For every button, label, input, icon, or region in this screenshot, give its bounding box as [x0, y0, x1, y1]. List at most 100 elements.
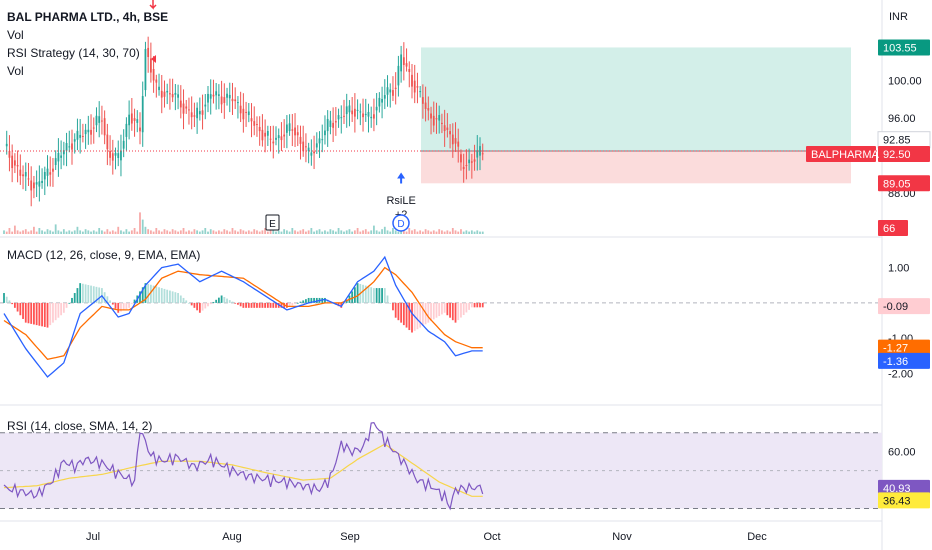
candle-body [201, 110, 204, 115]
macd-histogram-bar [117, 302, 120, 313]
candle-body [114, 152, 117, 156]
macd-histogram-bar [24, 302, 27, 323]
macd-histogram-bar [370, 287, 373, 303]
candle-body [348, 105, 351, 113]
volume-bar [30, 230, 33, 234]
macd-histogram-bar [217, 297, 220, 303]
macd-histogram-bar [8, 300, 11, 303]
volume-bar [22, 230, 24, 234]
candle-body [340, 117, 343, 119]
macd-histogram-bar [479, 302, 481, 308]
macd-histogram-bar [296, 302, 299, 304]
macd-histogram-bar [46, 302, 49, 328]
candle-body [8, 150, 11, 158]
macd-histogram-bar [441, 302, 443, 315]
macd-hist-badge: -0.09 [883, 301, 908, 313]
candle-body [111, 153, 114, 161]
candle-body [275, 137, 277, 140]
time-tick: Aug [222, 531, 242, 543]
sell-arrow-icon [149, 0, 157, 10]
macd-histogram-bar [38, 302, 41, 326]
candle-body [62, 150, 65, 155]
volume-bar [46, 229, 49, 234]
candle-body [122, 140, 125, 149]
volume-bar [356, 228, 359, 234]
volume-bar [179, 230, 182, 234]
macd-histogram-bar [364, 285, 367, 303]
candle-body [73, 139, 76, 142]
volume-bar [245, 231, 247, 234]
volume-bar [326, 231, 329, 234]
macd-histogram-bar [400, 302, 403, 323]
candle-body [296, 132, 299, 136]
candle-body [332, 122, 335, 128]
exit-marker-icon [151, 55, 156, 63]
macd-histogram-bar [305, 299, 307, 303]
volume-bar [171, 229, 174, 234]
volume-bar [81, 231, 84, 234]
volume-bar [424, 229, 427, 234]
candle-body [179, 100, 182, 108]
volume-bar [106, 229, 109, 234]
volume-bar [310, 228, 313, 234]
macd-histogram-bar [193, 302, 196, 308]
candle-body [364, 113, 367, 116]
candle-body [481, 153, 484, 155]
macd-histogram-bar [392, 302, 394, 311]
macd-histogram-bar [128, 302, 131, 308]
volume-bar [277, 230, 280, 234]
macd-histogram-bar [421, 302, 424, 326]
volume-bar [3, 230, 5, 234]
candle-body [141, 96, 144, 133]
volume-bar [441, 230, 443, 234]
macd-histogram-bar [182, 297, 185, 303]
macd-histogram-bar [383, 288, 386, 303]
macd-histogram-bar [457, 302, 460, 321]
macd-histogram-bar [242, 302, 245, 308]
volume-bar [307, 230, 310, 234]
candle-body [277, 135, 280, 139]
time-tick: Jul [86, 531, 100, 543]
volume-bar [73, 230, 76, 234]
macd-histogram-bar [275, 302, 277, 308]
volume-bar [60, 231, 63, 234]
candle-body [133, 118, 136, 121]
macd-histogram-bar [41, 302, 43, 327]
macd-histogram-bar [432, 302, 435, 320]
macd-histogram-bar [171, 291, 174, 303]
volume-bar [427, 230, 430, 234]
candle-body [441, 122, 443, 124]
macd-histogram-bar [212, 301, 215, 303]
macd-histogram-bar [356, 283, 359, 303]
volume-bar [33, 226, 35, 234]
volume-bar [443, 231, 446, 234]
macd-histogram-bar [237, 302, 239, 305]
stop-price-badge: 89.05 [883, 178, 911, 190]
volume-bar [160, 231, 163, 234]
macd-histogram-bar [95, 286, 98, 303]
candle-body [128, 114, 131, 126]
volume-bar [468, 231, 471, 234]
macd-histogram-bar [54, 302, 57, 321]
volume-bar [19, 231, 22, 234]
candle-body [261, 129, 264, 141]
rsi-line [3, 421, 484, 511]
volume-bar [272, 230, 275, 234]
candle-body [356, 109, 359, 111]
macd-histogram-bar [155, 286, 158, 303]
macd-histogram-bar [125, 302, 128, 310]
earnings-marker [265, 214, 280, 231]
macd-histogram-bar [166, 289, 169, 303]
macd-histogram-bar [397, 302, 400, 321]
candle-body [421, 97, 424, 104]
volume-bar [250, 231, 253, 234]
macd-label: MACD (12, 26, close, 9, EMA, EMA) [7, 248, 201, 262]
macd-histogram-bar [231, 301, 234, 303]
volume-bar [133, 228, 136, 234]
candle-body [405, 63, 408, 67]
volume-bar [397, 231, 400, 234]
candle-body [465, 165, 468, 167]
macd-histogram-bar [405, 302, 408, 328]
macd-legend: MACD (12, 26, close, 9, EMA, EMA) [7, 246, 200, 264]
